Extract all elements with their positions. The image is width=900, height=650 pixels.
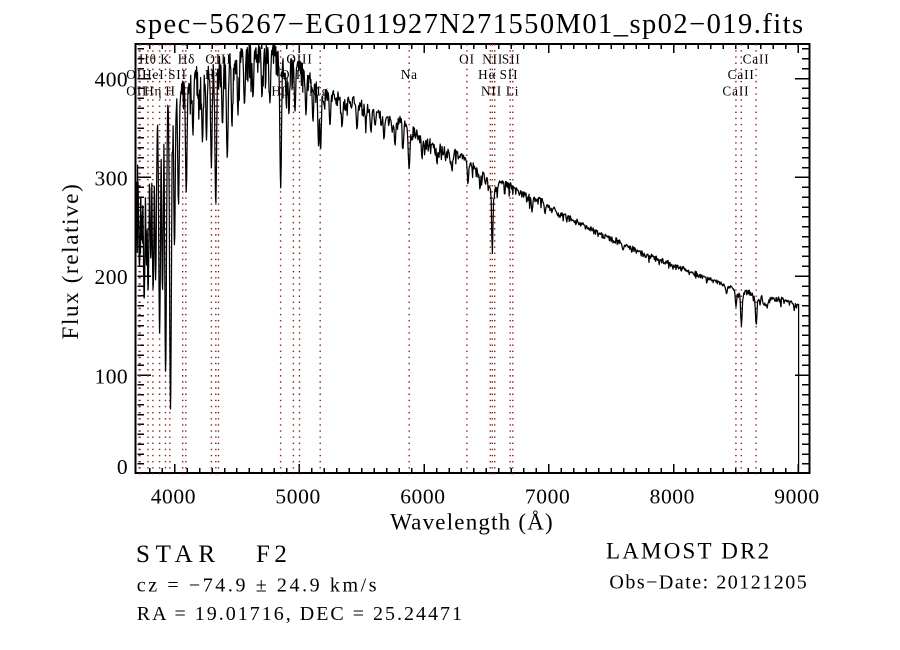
svg-text:OII: OII: [126, 84, 147, 99]
svg-text:CaII: CaII: [743, 51, 770, 66]
svg-text:9000: 9000: [774, 485, 819, 509]
svg-text:Wavelength (Å): Wavelength (Å): [390, 510, 554, 535]
svg-text:RA = 19.01716, DEC = 25.2447: RA = 19.01716, DEC = 25.24471: [137, 603, 464, 625]
svg-text:8000: 8000: [650, 485, 695, 509]
svg-text:SII: SII: [168, 67, 187, 82]
svg-text:H: H: [165, 84, 175, 99]
svg-text:Na: Na: [401, 67, 418, 82]
svg-text:6000: 6000: [400, 485, 445, 509]
svg-text:Hα: Hα: [478, 67, 496, 82]
svg-text:Hθ: Hθ: [139, 51, 157, 66]
svg-text:Li: Li: [506, 84, 520, 99]
svg-text:Flux (relative): Flux (relative): [58, 183, 83, 340]
svg-text:STAR: STAR: [136, 541, 221, 568]
svg-text:OI: OI: [459, 51, 475, 66]
svg-text:300: 300: [95, 167, 128, 191]
svg-text:F2: F2: [256, 541, 291, 568]
svg-text:SII: SII: [502, 51, 521, 66]
svg-text:0: 0: [117, 455, 128, 479]
svg-text:SII: SII: [500, 67, 519, 82]
svg-text:HeI: HeI: [142, 67, 164, 82]
svg-text:Hη: Hη: [144, 84, 162, 99]
svg-text:4000: 4000: [151, 485, 196, 509]
svg-text:100: 100: [95, 364, 128, 388]
svg-text:200: 200: [95, 265, 128, 289]
svg-text:Hδ: Hδ: [178, 51, 196, 66]
svg-text:CaII: CaII: [728, 67, 755, 82]
svg-text:K: K: [160, 51, 170, 66]
svg-text:OII: OII: [126, 67, 147, 82]
svg-text:cz = −74.9 ± 24.9 km/s: cz = −74.9 ± 24.9 km/s: [137, 575, 379, 597]
svg-text:NII: NII: [482, 51, 503, 66]
svg-text:spec−56267−EG011927N271550M01_: spec−56267−EG011927N271550M01_sp02−019.f…: [135, 9, 804, 40]
svg-text:7000: 7000: [525, 485, 570, 509]
svg-text:NII: NII: [481, 84, 502, 99]
svg-text:Obs−Date: 20121205: Obs−Date: 20121205: [609, 572, 808, 594]
svg-text:400: 400: [95, 68, 128, 92]
svg-text:LAMOST DR2: LAMOST DR2: [606, 539, 771, 564]
svg-text:CaII: CaII: [722, 84, 749, 99]
svg-text:OIII: OIII: [205, 51, 231, 66]
svg-text:5000: 5000: [275, 485, 320, 509]
